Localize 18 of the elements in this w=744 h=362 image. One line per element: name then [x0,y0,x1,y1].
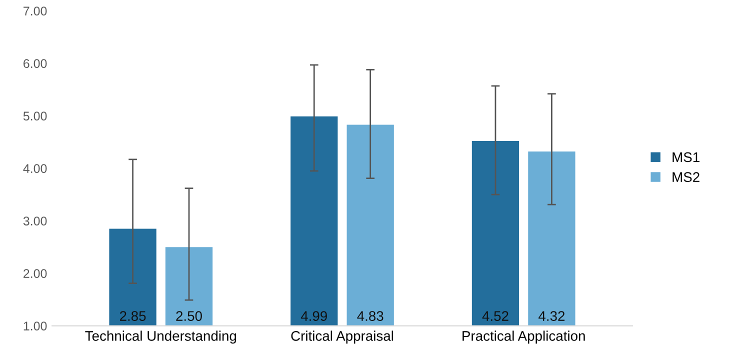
y-tick-label: 2.00 [24,269,47,278]
legend-label: MS1 [672,152,700,162]
y-tick-label: 6.00 [24,59,47,68]
data-label: 2.85 [120,311,146,321]
y-tick-label: 4.00 [23,164,47,173]
data-label: 4.52 [482,311,508,321]
x-tick-label: Critical Appraisal [291,330,394,344]
data-label: 4.83 [357,311,384,321]
x-tick-label: Technical Understanding [85,330,236,344]
data-label: 4.32 [538,311,565,321]
x-tick-label: Practical Application [462,330,585,344]
y-tick-label: 7.00 [24,6,47,16]
y-tick-label: 3.00 [23,216,47,226]
y-tick-label: 1.00 [24,322,47,330]
legend-label: MS2 [672,172,700,182]
y-tick-label: 5.00 [23,112,47,120]
data-label: 4.99 [300,311,327,321]
data-label: 2.50 [176,311,202,321]
